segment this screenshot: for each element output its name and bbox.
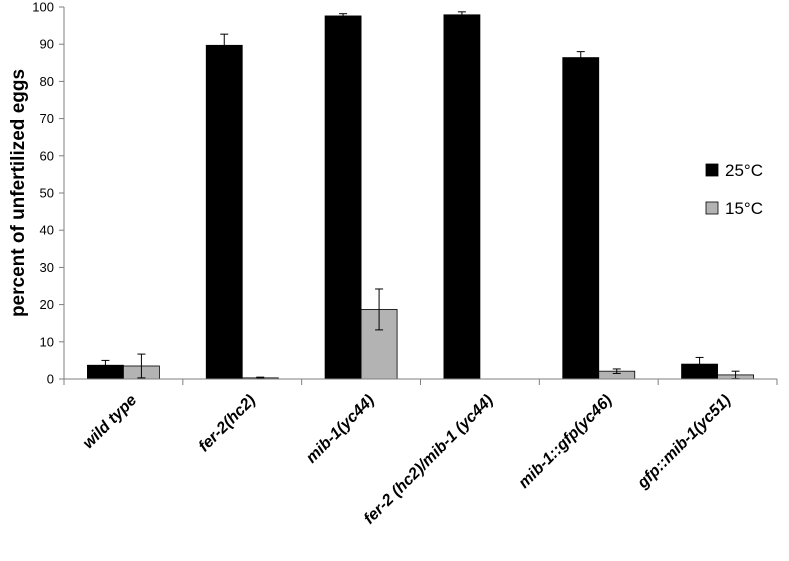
y-axis: 0 10 20 30 40 50 60 70 80 90 100 [32,0,65,387]
y-tick-label: 20 [40,297,54,312]
y-tick-label: 80 [40,74,54,89]
legend: 25°C 15°C [705,161,763,218]
y-tick-label: 90 [40,37,54,52]
bar-25c [205,44,243,380]
y-tick-label: 30 [40,260,54,275]
bar-25c [562,57,600,380]
x-axis: wild type fer-2(hc2) mib-1(yc44)fer-2 (hc2… [63,378,778,528]
x-category-label: mib-1(yc44) [303,392,378,467]
legend-swatch [705,163,719,177]
y-tick-label: 60 [40,148,54,163]
bars [87,11,754,380]
y-tick-label: 100 [32,0,54,15]
x-category-label: fer-2(hc2) [196,392,260,456]
x-category-label: wild type [80,392,140,452]
y-tick-label: 40 [40,223,54,238]
y-tick-label: 0 [47,372,54,387]
bar-25c [443,14,481,380]
y-axis-label: percent of unfertilized eggs [8,69,29,317]
y-tick-label: 10 [40,334,54,349]
bar-25c [324,15,362,380]
x-category-label: mib-1::gfp(yc46) [516,392,616,492]
y-tick-label: 70 [40,111,54,126]
legend-label: 25°C [725,161,763,180]
y-tick-label: 50 [40,186,54,201]
legend-swatch [705,201,719,215]
x-category-label: fer-2 (hc2)/mib-1 (yc44) [361,392,497,528]
legend-label: 15°C [725,199,763,218]
x-category-label: gfp::mib-1(yc51) [634,392,735,493]
